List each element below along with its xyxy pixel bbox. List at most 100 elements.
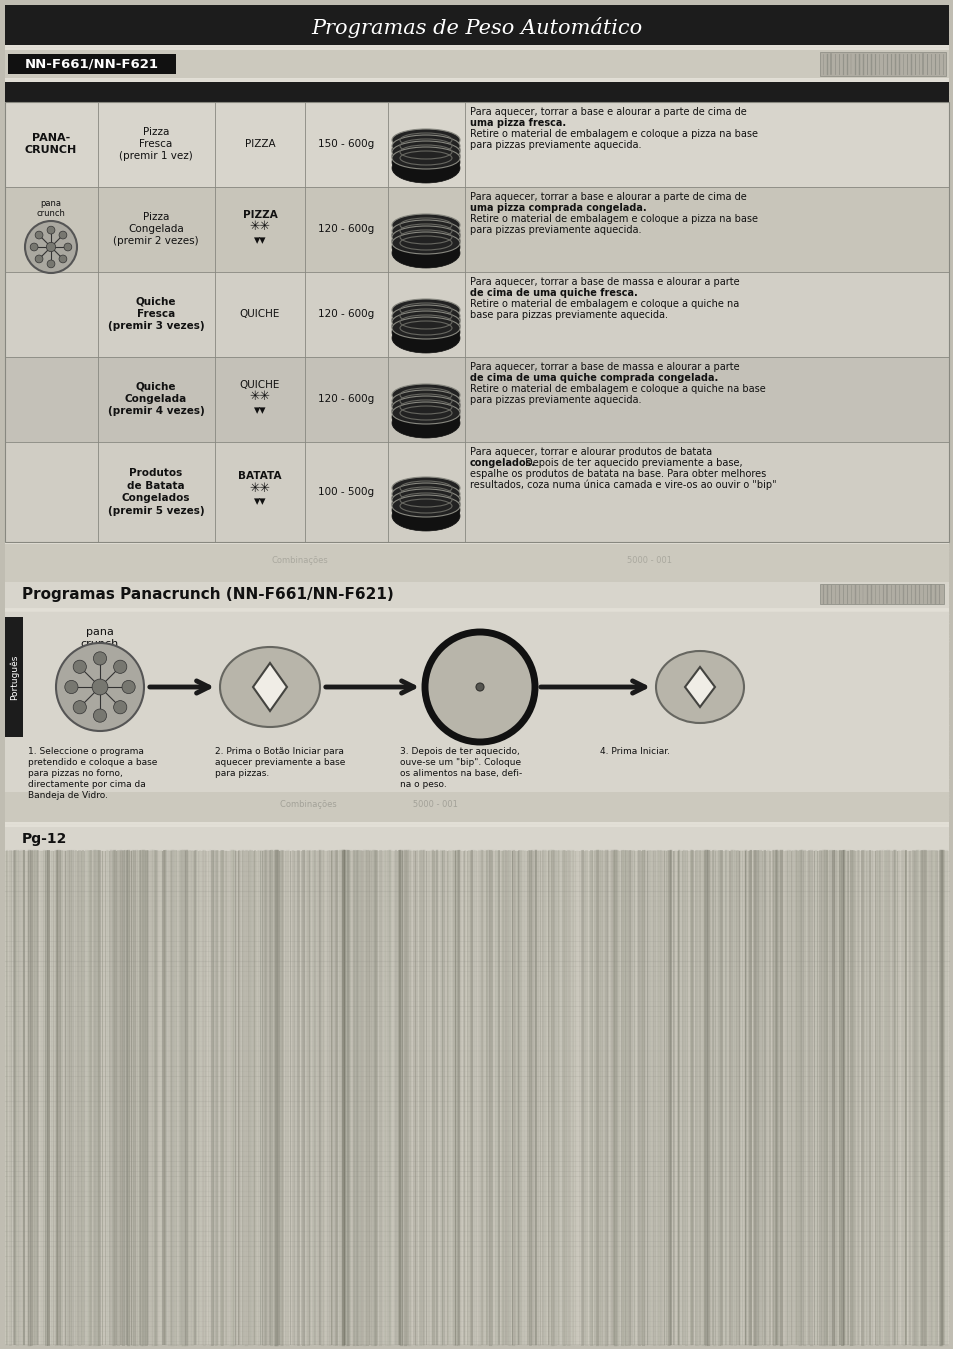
Ellipse shape	[392, 232, 459, 254]
Polygon shape	[253, 662, 287, 711]
Text: Quiche
Fresca
(premir 3 vezes): Quiche Fresca (premir 3 vezes)	[108, 297, 204, 332]
Ellipse shape	[392, 147, 459, 177]
Text: PIZZA: PIZZA	[242, 210, 277, 220]
Text: espalhe os produtos de batata na base. Para obter melhores: espalhe os produtos de batata na base. P…	[470, 469, 765, 479]
FancyBboxPatch shape	[5, 188, 948, 272]
Ellipse shape	[392, 135, 459, 156]
Text: QUICHE: QUICHE	[239, 380, 280, 390]
Text: ✳✳: ✳✳	[250, 220, 271, 233]
Circle shape	[47, 260, 55, 268]
FancyBboxPatch shape	[5, 851, 948, 1344]
Text: Quiche
Congelada
(premir 4 vezes): Quiche Congelada (premir 4 vezes)	[108, 382, 204, 417]
Ellipse shape	[392, 237, 459, 268]
Text: Para aquecer, torrar a base e alourar a parte de cima de: Para aquecer, torrar a base e alourar a …	[470, 192, 746, 202]
Circle shape	[113, 700, 127, 714]
Circle shape	[113, 660, 127, 673]
Text: 5000 - 001: 5000 - 001	[627, 556, 672, 565]
Text: Para aquecer, torrar a base de massa e alourar a parte: Para aquecer, torrar a base de massa e a…	[470, 362, 739, 372]
FancyBboxPatch shape	[820, 53, 945, 76]
Ellipse shape	[392, 299, 459, 321]
Circle shape	[122, 680, 135, 693]
Text: 120 - 600g: 120 - 600g	[317, 394, 374, 403]
Text: resultados, coza numa única camada e vire-os ao ouvir o "bip": resultados, coza numa única camada e vir…	[470, 480, 776, 491]
Ellipse shape	[392, 402, 459, 432]
Ellipse shape	[392, 142, 459, 163]
Ellipse shape	[392, 384, 459, 406]
Text: BATATA: BATATA	[238, 471, 281, 482]
FancyBboxPatch shape	[5, 544, 948, 581]
Ellipse shape	[392, 397, 459, 418]
FancyBboxPatch shape	[5, 612, 948, 792]
FancyBboxPatch shape	[5, 616, 23, 737]
Circle shape	[73, 660, 87, 673]
Circle shape	[424, 631, 535, 742]
Text: Produtos
de Batata
Congelados
(premir 5 vezes): Produtos de Batata Congelados (premir 5 …	[108, 468, 204, 515]
FancyBboxPatch shape	[5, 581, 948, 608]
Ellipse shape	[392, 214, 459, 236]
Circle shape	[73, 700, 87, 714]
Text: NN-F661/NN-F621: NN-F661/NN-F621	[25, 58, 159, 70]
Ellipse shape	[392, 232, 459, 262]
FancyBboxPatch shape	[5, 272, 948, 357]
Text: Para aquecer, torrar a base de massa e alourar a parte: Para aquecer, torrar a base de massa e a…	[470, 277, 739, 287]
Ellipse shape	[392, 317, 459, 347]
Ellipse shape	[392, 227, 459, 256]
FancyBboxPatch shape	[820, 584, 943, 604]
Text: Retire o material de embalagem e coloque a quiche na: Retire o material de embalagem e coloque…	[470, 299, 739, 309]
Polygon shape	[684, 666, 714, 707]
FancyBboxPatch shape	[8, 54, 175, 74]
Text: base para pizzas previamente aquecida.: base para pizzas previamente aquecida.	[470, 310, 667, 320]
Ellipse shape	[392, 488, 459, 511]
Ellipse shape	[392, 500, 459, 532]
Text: 1. Seleccione o programa
pretendido e coloque a base
para pizzas no forno,
direc: 1. Seleccione o programa pretendido e co…	[28, 747, 157, 800]
FancyBboxPatch shape	[5, 103, 948, 188]
Circle shape	[35, 255, 43, 263]
Ellipse shape	[392, 305, 459, 335]
Text: Programas Panacrunch (NN-F661/NN-F621): Programas Panacrunch (NN-F661/NN-F621)	[22, 588, 394, 603]
Text: Pg-12: Pg-12	[22, 832, 68, 846]
Text: de cima de uma quiche comprada congelada.: de cima de uma quiche comprada congelada…	[470, 374, 718, 383]
Text: PIZZA: PIZZA	[244, 139, 275, 148]
Circle shape	[30, 243, 38, 251]
Ellipse shape	[392, 220, 459, 241]
Ellipse shape	[392, 322, 459, 353]
Ellipse shape	[392, 317, 459, 339]
Text: ▾▾: ▾▾	[253, 235, 266, 247]
Ellipse shape	[392, 147, 459, 169]
FancyBboxPatch shape	[5, 357, 948, 442]
Text: Combinações: Combinações	[272, 556, 328, 565]
Circle shape	[64, 243, 71, 251]
FancyBboxPatch shape	[5, 827, 948, 851]
Text: 100 - 500g: 100 - 500g	[317, 487, 374, 496]
Circle shape	[47, 227, 55, 233]
Ellipse shape	[392, 397, 459, 426]
Text: pana
crunch: pana crunch	[81, 627, 119, 649]
Text: de cima de uma quiche fresca.: de cima de uma quiche fresca.	[470, 287, 638, 298]
Text: uma pizza comprada congelada.: uma pizza comprada congelada.	[470, 202, 646, 213]
Ellipse shape	[392, 390, 459, 420]
Text: Combinações                             5000 - 001: Combinações 5000 - 001	[280, 800, 457, 809]
Ellipse shape	[656, 652, 743, 723]
Text: Português: Português	[10, 654, 19, 700]
Text: 2. Prima o Botão Iniciar para
aquecer previamente a base
para pizzas.: 2. Prima o Botão Iniciar para aquecer pr…	[214, 747, 345, 778]
Ellipse shape	[392, 135, 459, 165]
Circle shape	[59, 255, 67, 263]
FancyBboxPatch shape	[5, 82, 948, 103]
Text: 4. Prima Iniciar.: 4. Prima Iniciar.	[599, 747, 669, 755]
Text: Para aquecer, torrar a base e alourar a parte de cima de: Para aquecer, torrar a base e alourar a …	[470, 107, 746, 117]
Ellipse shape	[392, 407, 459, 438]
Text: Pizza
Fresca
(premir 1 vez): Pizza Fresca (premir 1 vez)	[119, 127, 193, 162]
Ellipse shape	[392, 483, 459, 505]
Text: uma pizza fresca.: uma pizza fresca.	[470, 117, 565, 128]
Ellipse shape	[392, 305, 459, 326]
Text: congelados.: congelados.	[470, 459, 536, 468]
Circle shape	[47, 243, 55, 252]
Text: 120 - 600g: 120 - 600g	[317, 309, 374, 318]
Text: Retire o material de embalagem e coloque a pizza na base: Retire o material de embalagem e coloque…	[470, 214, 758, 224]
Ellipse shape	[392, 488, 459, 519]
Text: Para aquecer, torrar e alourar produtos de batata: Para aquecer, torrar e alourar produtos …	[470, 447, 711, 457]
Text: pana
crunch: pana crunch	[36, 200, 66, 219]
Text: Depois de ter aquecido previamente a base,: Depois de ter aquecido previamente a bas…	[521, 459, 741, 468]
FancyBboxPatch shape	[5, 442, 948, 542]
Circle shape	[92, 679, 108, 695]
